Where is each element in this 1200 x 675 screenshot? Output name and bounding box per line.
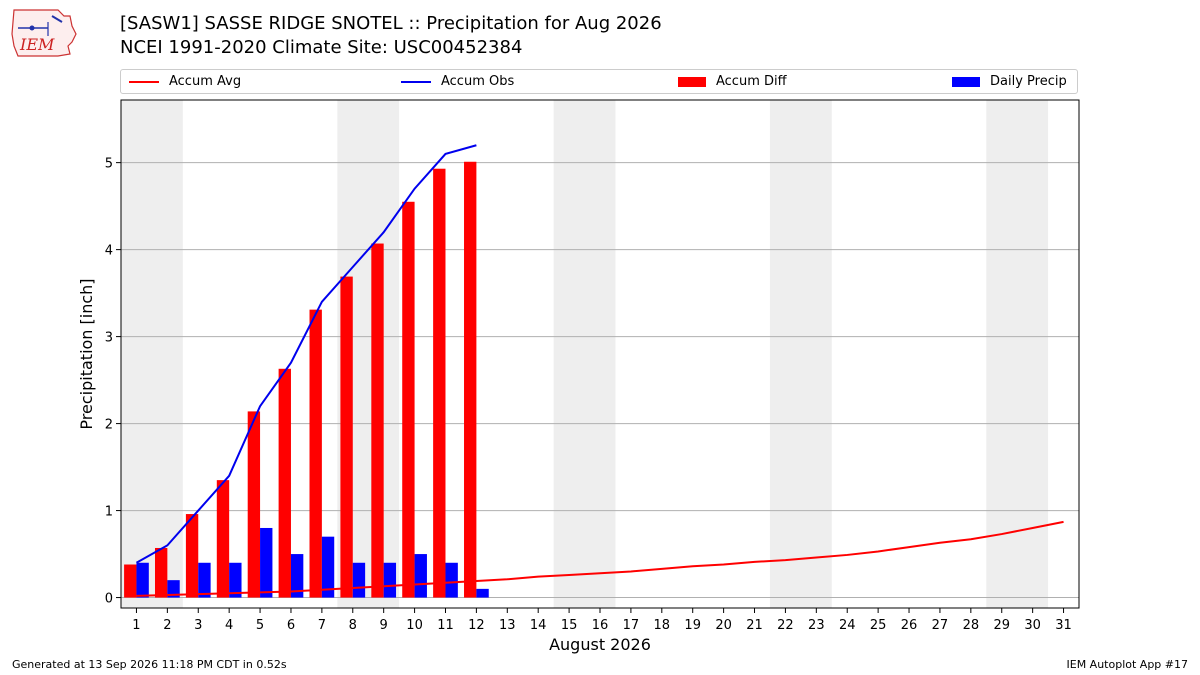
x-tick-label-1: 1 [132,618,140,633]
x-tick-label-14: 14 [530,618,547,633]
bar-accum-diff-9 [371,243,384,598]
y-axis-ticks: 0 1 2 3 4 5 [105,157,121,607]
weekend-shade-3 [553,100,616,608]
x-tick-label-17: 17 [623,618,640,633]
y-tick-label-4: 4 [105,244,113,259]
bar-accum-diff-5 [247,411,261,598]
x-tick-label-24: 24 [839,618,856,633]
legend: Accum Avg Accum Obs Accum Diff Daily Pre… [120,69,1078,94]
page-title: [SASW1] SASSE RIDGE SNOTEL :: Precipitat… [120,13,662,34]
line-series [135,144,1064,597]
bar-accum-diff-2 [154,547,168,598]
x-tick-label-18: 18 [654,618,671,633]
x-tick-label-4: 4 [225,618,233,633]
y-tick-label-0: 0 [105,592,113,607]
bar-daily-precip-11 [445,562,458,598]
x-tick-label-23: 23 [808,618,825,633]
legend-item-accum-avg: Accum Avg [129,70,241,93]
legend-label-accum-diff: Accum Diff [716,74,787,89]
x-tick-label-9: 9 [380,618,388,633]
x-tick-label-11: 11 [437,618,454,633]
bar-daily-precip-9 [383,562,397,598]
x-tick-label-30: 30 [1024,618,1041,633]
app-credit: IEM Autoplot App #17 [1066,658,1189,671]
bar-series [124,161,489,598]
bar-daily-precip-8 [352,562,366,598]
x-tick-label-3: 3 [194,618,202,633]
legend-item-daily-precip: Daily Precip [952,70,1067,93]
legend-swatch-daily-precip [952,76,980,87]
y-tick-label-3: 3 [105,331,113,346]
y-tick-label-1: 1 [105,505,113,520]
x-tick-label-27: 27 [932,618,949,633]
page-subtitle: NCEI 1991-2020 Climate Site: USC00452384 [120,37,523,58]
bar-accum-diff-8 [340,276,353,598]
bar-accum-diff-3 [185,514,199,598]
weekend-shade-4 [769,100,832,608]
bar-daily-precip-1 [136,562,149,598]
bar-accum-diff-4 [216,480,230,598]
x-tick-label-5: 5 [256,618,264,633]
x-tick-label-12: 12 [468,618,485,633]
legend-label-accum-avg: Accum Avg [169,74,242,89]
x-axis-ticks: 1 2 3 4 5 6 7 8 9 10 11 12 13 14 15 16 17 18 19 20 21 22 23 24 2… [132,608,1072,633]
logo-text: IEM [19,35,55,54]
x-tick-label-19: 19 [684,618,701,633]
x-tick-label-21: 21 [746,618,763,633]
x-tick-label-15: 15 [561,618,578,633]
legend-swatch-accum-obs [401,80,431,83]
legend-swatch-accum-avg [129,80,159,83]
bar-accum-diff-12 [464,161,477,598]
bar-daily-precip-3 [198,562,211,598]
bar-daily-precip-4 [229,562,242,598]
x-tick-label-16: 16 [592,618,609,633]
x-tick-label-13: 13 [499,618,516,633]
x-tick-label-31: 31 [1055,618,1072,633]
x-tick-label-26: 26 [901,618,918,633]
weekend-shade-5 [986,100,1049,608]
bar-daily-precip-6 [290,554,304,598]
bar-accum-diff-11 [433,168,446,598]
bar-accum-diff-7 [309,309,322,598]
legend-item-accum-diff: Accum Diff [678,70,787,93]
line-accum-avg [136,520,1064,597]
y-axis-label: Precipitation [inch] [77,278,96,429]
x-axis-label: August 2026 [549,635,651,654]
legend-label-accum-obs: Accum Obs [441,74,515,89]
bar-accum-diff-10 [402,201,415,598]
bar-daily-precip-2 [167,580,180,598]
bar-daily-precip-10 [414,554,427,598]
x-tick-label-7: 7 [318,618,326,633]
bar-daily-precip-12 [476,588,489,598]
x-tick-label-25: 25 [870,618,887,633]
legend-label-daily-precip: Daily Precip [990,74,1067,89]
y-tick-label-2: 2 [105,418,113,433]
y-tick-label-5: 5 [105,157,113,172]
bar-accum-diff-6 [278,368,291,598]
x-tick-label-10: 10 [406,618,423,633]
x-tick-label-22: 22 [777,618,794,633]
x-tick-label-28: 28 [963,618,980,633]
line-accum-obs [135,144,477,564]
bar-daily-precip-5 [260,527,273,598]
weekend-shading [121,100,1049,608]
bar-daily-precip-7 [321,536,335,598]
legend-item-accum-obs: Accum Obs [401,70,514,93]
bar-accum-diff-1 [124,564,137,598]
legend-swatch-accum-diff [678,76,706,87]
x-tick-label-6: 6 [287,618,295,633]
iem-logo: IEM [11,9,77,57]
weekend-shade-1 [121,100,183,608]
x-tick-label-29: 29 [993,618,1010,633]
x-tick-label-2: 2 [163,618,171,633]
x-tick-label-8: 8 [349,618,357,633]
generated-timestamp: Generated at 13 Sep 2026 11:18 PM CDT in… [12,658,287,671]
x-tick-label-20: 20 [715,618,732,633]
